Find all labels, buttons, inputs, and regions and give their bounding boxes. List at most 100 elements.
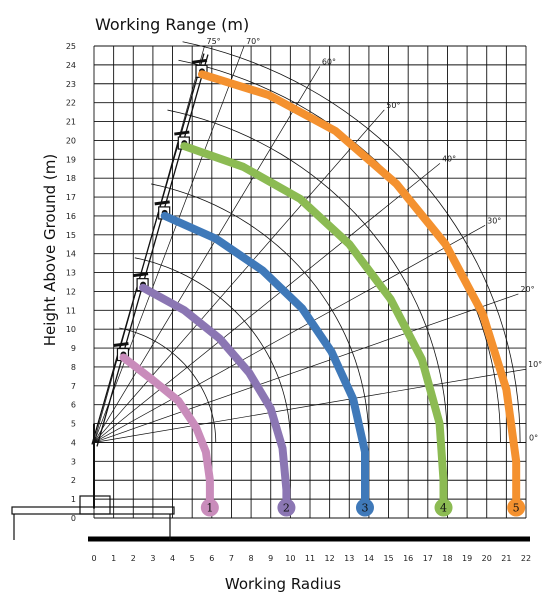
reach-arc [182, 41, 521, 443]
chart-title: Working Range (m) [95, 15, 249, 34]
boom-tip [132, 272, 149, 278]
angle-ray [93, 66, 321, 443]
angle-label: 20° [520, 285, 534, 294]
x-tick-label: 3 [150, 554, 155, 563]
x-tick-label: 15 [383, 554, 393, 563]
angle-ray [93, 109, 385, 443]
angle-ray [93, 225, 486, 443]
y-tick-label: 22 [66, 99, 76, 108]
x-tick-label: 9 [268, 554, 273, 563]
series-curve-5 [198, 70, 521, 513]
series-end-marker-5 [507, 498, 526, 517]
crane-base [79, 495, 111, 515]
y-tick-label: 24 [66, 61, 76, 70]
series-layer: 1 2 3 4 5 [119, 70, 526, 517]
y-tick-label: 8 [71, 363, 76, 372]
angle-guides: 75° 70° 60° 50° 40° 30° 20° 10° 0° [93, 37, 542, 443]
series-end-marker-1 [200, 498, 219, 517]
angle-label: 0° [529, 433, 538, 442]
series-end-marker-4 [434, 498, 453, 517]
x-tick-label: 21 [501, 554, 511, 563]
y-tick-label: 2 [71, 476, 76, 485]
y-tick-label: 9 [71, 344, 76, 353]
angle-ray [93, 45, 245, 443]
boom-tip [154, 200, 170, 206]
angle-label: 60° [322, 57, 336, 66]
y-tick-label: 20 [66, 136, 76, 145]
angle-label: 75° [206, 37, 220, 46]
x-tick-label: 20 [482, 554, 492, 563]
x-tick-label: 1 [111, 554, 116, 563]
series-curve-3 [160, 211, 369, 513]
y-tick-label: 13 [66, 269, 76, 278]
x-tick-label: 22 [521, 554, 531, 563]
x-tick-label: 17 [423, 554, 433, 563]
x-tick-label: 7 [229, 554, 234, 563]
boom-tip [113, 342, 129, 348]
x-tick-label: 11 [305, 554, 315, 563]
angle-ray [93, 163, 441, 443]
x-tick-label: 14 [364, 554, 374, 563]
y-tick-label: 3 [71, 457, 76, 466]
x-tick-label: 16 [403, 554, 413, 563]
angle-label: 10° [528, 360, 542, 369]
x-axis-title: Working Radius [225, 575, 341, 593]
y-tick-label: 1 [71, 495, 76, 504]
angle-label: 70° [246, 37, 260, 46]
boom-tip [174, 130, 190, 136]
x-tick-label: 12 [325, 554, 335, 563]
y-tick-label: 4 [71, 438, 76, 447]
angle-ray [93, 368, 527, 443]
series-label-3: 3 [361, 502, 368, 515]
series-end-marker-3 [355, 498, 374, 517]
y-tick-label: 5 [71, 420, 76, 429]
boom-line [91, 53, 205, 445]
boom-tip [191, 58, 208, 64]
y-tick-label: 0 [71, 514, 76, 523]
boom-line [96, 54, 209, 447]
reach-arc [167, 109, 448, 443]
y-tick-label: 25 [66, 42, 76, 51]
series-label-5: 5 [513, 502, 520, 515]
reach-arc [134, 257, 291, 443]
y-tick-label: 10 [66, 325, 76, 334]
x-tick-label: 5 [190, 554, 195, 563]
reach-arc [119, 327, 217, 443]
y-tick-label: 17 [66, 193, 76, 202]
x-tick-label: 6 [209, 554, 214, 563]
reach-arc [151, 183, 370, 443]
y-tick-label: 7 [71, 382, 76, 391]
y-tick-label: 16 [66, 212, 76, 221]
angle-ray [93, 293, 519, 443]
angle-label: 40° [442, 154, 456, 163]
x-tick-label: 13 [344, 554, 354, 563]
angle-label: 30° [487, 216, 501, 225]
x-tick-label: 18 [442, 554, 452, 563]
series-curve-1 [119, 353, 214, 513]
x-tick-label: 2 [131, 554, 136, 563]
x-tick-label: 8 [249, 554, 254, 563]
y-tick-label: 15 [66, 231, 76, 240]
x-tick-label: 0 [91, 554, 96, 563]
y-tick-label: 12 [66, 287, 76, 296]
angle-label: 50° [386, 101, 400, 110]
series-label-2: 2 [283, 502, 290, 515]
y-tick-label: 14 [66, 250, 76, 259]
series-curve-4 [180, 142, 448, 513]
y-tick-label: 21 [66, 118, 76, 127]
y-tick-label: 11 [66, 306, 76, 315]
y-axis-title: Height Above Ground (m) [41, 154, 59, 346]
y-tick-label: 19 [66, 155, 76, 164]
x-tick-label: 19 [462, 554, 472, 563]
series-end-marker-2 [277, 498, 296, 517]
y-tick-label: 6 [71, 401, 76, 410]
series-label-4: 4 [440, 502, 447, 515]
y-tick-label: 23 [66, 80, 76, 89]
x-tick-label: 10 [285, 554, 295, 563]
series-curve-2 [139, 283, 291, 513]
series-label-1: 1 [206, 502, 213, 515]
tick-labels: 0 1 2 3 4 5 6 7 8 9 10 11 12 13 14 15 16 17 18 19 20 21 220123… [66, 42, 531, 563]
x-tick-label: 4 [170, 554, 175, 563]
